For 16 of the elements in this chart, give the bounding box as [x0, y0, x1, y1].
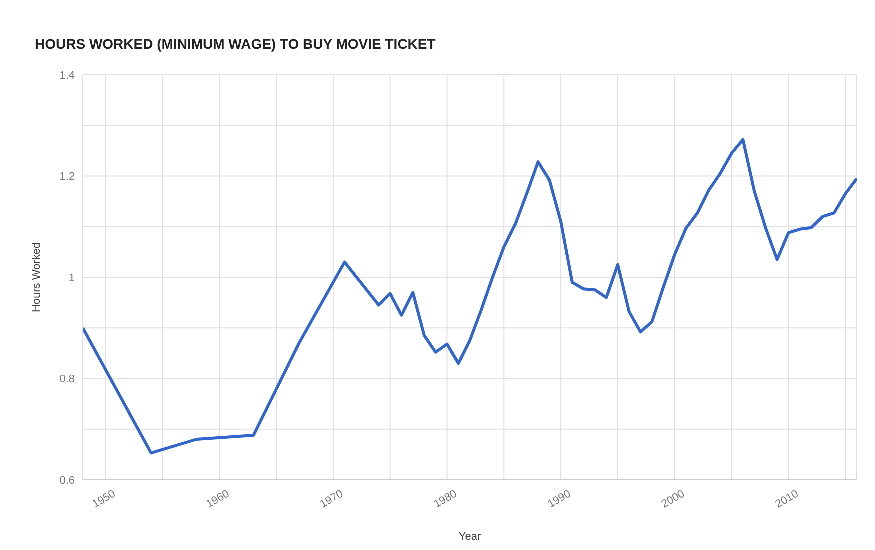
x-tick-label: 2010	[774, 488, 801, 511]
x-tick-label: 2000	[660, 488, 687, 511]
line-series	[83, 138, 857, 455]
x-tick-label: 1950	[90, 488, 118, 511]
x-tick-label: 1980	[432, 488, 460, 511]
y-tick-label: 0.8	[60, 374, 75, 386]
y-axis-title: Hours Worked	[30, 242, 43, 313]
chart-title: HOURS WORKED (MINIMUM WAGE) TO BUY MOVIE TICKET	[35, 36, 436, 52]
x-tick-label: 1960	[204, 488, 232, 511]
y-tick-label: 1.4	[60, 70, 75, 82]
x-tick-label: 1970	[318, 488, 346, 511]
y-tick-label: 1	[68, 272, 75, 284]
y-tick-label: 0.6	[60, 474, 75, 487]
y-tick-label: 1.2	[60, 171, 75, 184]
x-tick-label: 1990	[546, 488, 574, 511]
x-axis-title: Year	[458, 531, 482, 543]
